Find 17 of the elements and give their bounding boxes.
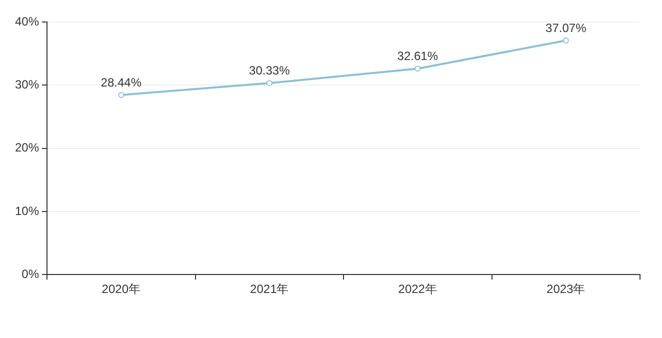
y-tick-label: 0% xyxy=(22,266,40,281)
x-tick-label: 2022年 xyxy=(398,282,437,296)
y-tick-label: 20% xyxy=(14,140,40,155)
x-tick-label: 2020年 xyxy=(102,282,140,296)
x-tick-label: 2021年 xyxy=(250,282,289,296)
data-label: 37.07% xyxy=(546,20,587,35)
data-label: 30.33% xyxy=(249,63,290,78)
y-tick-label: 30% xyxy=(14,77,40,92)
point xyxy=(562,38,569,44)
y-tick-label: 10% xyxy=(14,204,40,218)
y-tick-label: 40% xyxy=(14,14,40,28)
x-tick-label: 2023年 xyxy=(546,282,586,296)
data-label: 32.61% xyxy=(397,48,438,63)
point xyxy=(118,92,124,98)
point xyxy=(266,80,272,86)
data-label: 28.44% xyxy=(100,75,142,90)
point xyxy=(414,66,421,72)
